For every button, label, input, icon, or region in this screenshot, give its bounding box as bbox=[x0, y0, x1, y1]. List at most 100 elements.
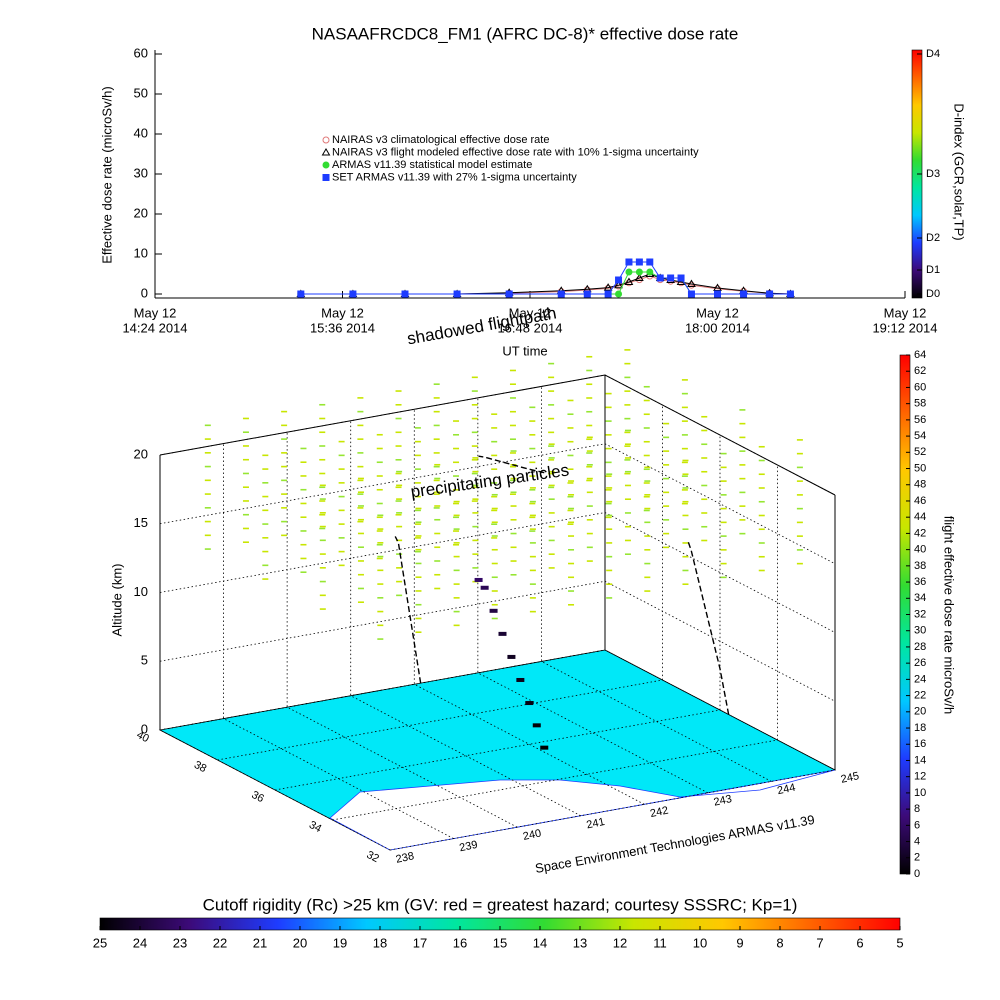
y-tick-label: 50 bbox=[134, 85, 148, 100]
z-tick-label: 10 bbox=[134, 584, 148, 599]
grid-line bbox=[332, 465, 778, 821]
colorbar-tick-label: 36 bbox=[914, 576, 926, 588]
y2-tick-label: D4 bbox=[926, 48, 940, 60]
colorbar-tick-label: 60 bbox=[914, 381, 926, 393]
legend-marker bbox=[322, 174, 330, 181]
z-tick-label: 0 bbox=[141, 721, 148, 736]
x-tick-label: 245 bbox=[840, 770, 860, 786]
y-tick-label: 30 bbox=[134, 165, 148, 180]
colorbar-tick-label: 10 bbox=[693, 935, 707, 950]
colorbar-tick-label: 56 bbox=[914, 414, 926, 426]
colorbar-tick-label: 50 bbox=[914, 462, 926, 474]
chart-title: NASAAFRCDC8_FM1 (AFRC DC-8)* effective d… bbox=[312, 24, 739, 43]
track-point bbox=[525, 701, 534, 706]
marker bbox=[786, 290, 794, 298]
colorbar-tick-label: 17 bbox=[413, 935, 427, 950]
colorbar-tick-label: 19 bbox=[333, 935, 347, 950]
marker bbox=[453, 290, 461, 298]
track-point bbox=[474, 577, 483, 582]
x-tick-label: 243 bbox=[713, 793, 733, 809]
annotation: shadowed flightpath bbox=[406, 304, 558, 349]
colorbar-tick-label: 48 bbox=[914, 479, 926, 491]
track-point bbox=[498, 631, 507, 636]
y-tick-label: 60 bbox=[134, 45, 148, 60]
y-tick-label: 40 bbox=[134, 125, 148, 140]
x-tick-label: 242 bbox=[649, 805, 669, 821]
colorbar-tick-label: 46 bbox=[914, 495, 926, 507]
colorbar-tick-label: 54 bbox=[914, 430, 926, 442]
colorbar-tick-label: 5 bbox=[896, 935, 903, 950]
marker bbox=[687, 290, 695, 298]
x-axis-label: UT time bbox=[502, 343, 547, 358]
colorbar-tick-label: 0 bbox=[914, 868, 920, 880]
annotation: precipitating particles bbox=[409, 460, 570, 501]
shadow-top bbox=[478, 455, 545, 474]
legend-label: NAIRAS v3 climatological effective dose … bbox=[332, 134, 549, 146]
colorbar-tick-label: 10 bbox=[914, 787, 926, 799]
legend-label: ARMAS v11.39 statistical model estimate bbox=[332, 159, 532, 171]
y2-tick-label: D0 bbox=[926, 288, 940, 300]
colorbar-tick-label: 28 bbox=[914, 641, 926, 653]
y-tick-label: 0 bbox=[141, 285, 148, 300]
marker bbox=[656, 274, 664, 282]
colorbar-tick-label: 14 bbox=[914, 754, 926, 766]
marker bbox=[625, 258, 633, 266]
shadow-wall-lon bbox=[687, 542, 730, 715]
colorbar-tick-label: 11 bbox=[653, 935, 667, 950]
colorbar-tick-label: 16 bbox=[914, 738, 926, 750]
colorbar-tick-label: 12 bbox=[613, 935, 627, 950]
y2-tick-label: D3 bbox=[926, 168, 940, 180]
colorbar-tick-label: 20 bbox=[293, 935, 307, 950]
colorbar-tick-label: 7 bbox=[816, 935, 823, 950]
x-tick-label: 18:00 2014 bbox=[685, 320, 750, 335]
y2-tick-label: D1 bbox=[926, 264, 940, 276]
colorbar-tick-label: 20 bbox=[914, 706, 926, 718]
shadow-wall-lat bbox=[394, 536, 422, 684]
x-tick-label: May 12 bbox=[696, 305, 739, 320]
marker bbox=[614, 280, 623, 289]
colorbar-tick-label: 64 bbox=[914, 349, 926, 361]
x-tick-label: May 12 bbox=[321, 305, 364, 320]
colorbar-tick-label: 15 bbox=[493, 935, 507, 950]
z-tick-label: 20 bbox=[134, 446, 148, 461]
track-point bbox=[480, 585, 489, 590]
grid-line bbox=[274, 435, 721, 791]
colorbar-tick-label: 32 bbox=[914, 608, 926, 620]
colorbar-tick-label: 44 bbox=[914, 511, 926, 523]
y-tick-label: 34 bbox=[307, 819, 323, 835]
marker bbox=[646, 268, 654, 276]
x-tick-label: May 12 bbox=[134, 305, 177, 320]
colorbar-tick-label: 6 bbox=[856, 935, 863, 950]
colorbar-tick-label: 14 bbox=[533, 935, 547, 950]
marker bbox=[583, 290, 591, 298]
box-edge bbox=[159, 374, 836, 496]
colorbar-tick-label: 22 bbox=[213, 935, 227, 950]
colorbar-tick-label: 42 bbox=[914, 527, 926, 539]
y2-axis-label: D-index (GCR,solar,TP) bbox=[952, 103, 967, 240]
x-tick-label: May 12 bbox=[509, 305, 552, 320]
y-tick-label: 10 bbox=[134, 245, 148, 260]
grid-line bbox=[217, 405, 663, 761]
x-tick-label: 239 bbox=[458, 839, 478, 855]
marker bbox=[615, 276, 623, 284]
marker bbox=[766, 290, 774, 298]
colorbar-tick-label: 8 bbox=[914, 803, 920, 815]
x-tick-label: 238 bbox=[395, 850, 415, 866]
marker bbox=[401, 290, 409, 298]
marker bbox=[635, 268, 643, 276]
colorbar-tick-label: 24 bbox=[914, 673, 926, 685]
marker bbox=[625, 268, 633, 276]
marker bbox=[667, 274, 675, 282]
marker bbox=[349, 290, 357, 298]
track-point bbox=[507, 654, 516, 659]
marker bbox=[635, 273, 644, 281]
colorbar-tick-label: 22 bbox=[914, 690, 926, 702]
marker bbox=[603, 283, 613, 291]
marker bbox=[557, 290, 565, 298]
marker bbox=[635, 258, 643, 266]
legend-label: SET ARMAS v11.39 with 27% 1-sigma uncert… bbox=[332, 171, 577, 183]
track-point bbox=[489, 608, 498, 613]
marker bbox=[740, 290, 748, 298]
y2-tick-label: D2 bbox=[926, 232, 940, 244]
z-tick-label: 15 bbox=[134, 515, 148, 530]
